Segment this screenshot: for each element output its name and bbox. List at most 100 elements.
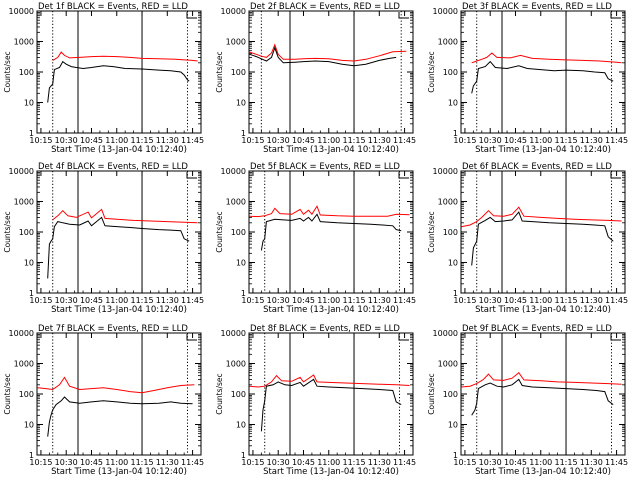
x-tick-label: 10:30 bbox=[55, 296, 78, 305]
y-tick-label: 100 bbox=[19, 228, 34, 237]
y-tick-label: 100 bbox=[231, 390, 246, 399]
y-tick-label: 1 bbox=[453, 451, 458, 460]
y-tick-label: 10 bbox=[448, 99, 458, 108]
y-tick-label: 1000 bbox=[14, 198, 34, 207]
x-tick-label: 11:45 bbox=[181, 136, 204, 145]
plot-frame bbox=[36, 10, 202, 134]
x-tick-label: 10:30 bbox=[267, 458, 290, 467]
y-tick-label: 1000 bbox=[226, 360, 246, 369]
corner-bracket-icon bbox=[398, 334, 409, 341]
events-series-line bbox=[471, 60, 614, 94]
x-tick-label: 11:15 bbox=[342, 458, 365, 467]
y-tick-label: 1000 bbox=[14, 38, 34, 47]
panel-title: Det 5f BLACK = Events, RED = LLD bbox=[250, 162, 400, 172]
y-tick-label: 10000 bbox=[433, 329, 458, 338]
y-tick-label: 10000 bbox=[221, 167, 246, 176]
plot-frame bbox=[460, 10, 626, 134]
corner-bracket-icon bbox=[398, 12, 409, 19]
x-axis-label: Start Time (13-Jan-04 10:12:40) bbox=[475, 305, 611, 315]
panel-title: Det 1f BLACK = Events, RED = LLD bbox=[38, 2, 188, 12]
y-tick-label: 1 bbox=[453, 289, 458, 298]
x-tick-label: 11:45 bbox=[605, 136, 628, 145]
x-tick-label: 10:30 bbox=[479, 136, 502, 145]
lld-series-line bbox=[461, 206, 622, 228]
x-tick-label: 11:15 bbox=[130, 458, 153, 467]
x-tick-label: 10:30 bbox=[55, 136, 78, 145]
y-tick-label: 1 bbox=[453, 129, 458, 138]
lld-series-line bbox=[471, 52, 622, 64]
lld-series-line bbox=[52, 208, 198, 224]
detector-panel-3: Det 3f BLACK = Events, RED = LLD Counts/s… bbox=[427, 2, 628, 155]
detector-panel-5: Det 5f BLACK = Events, RED = LLD Counts/s… bbox=[215, 162, 416, 315]
detector-panel-9: Det 9f BLACK = Events, RED = LLD Counts/s… bbox=[427, 324, 628, 477]
x-tick-label: 10:45 bbox=[504, 296, 527, 305]
y-axis-label: Counts/sec bbox=[427, 211, 436, 252]
x-tick-label: 10:15 bbox=[241, 136, 264, 145]
y-tick-label: 100 bbox=[443, 228, 458, 237]
x-tick-label: 11:45 bbox=[605, 296, 628, 305]
y-tick-label: 10 bbox=[24, 421, 34, 430]
events-series-line bbox=[47, 396, 193, 437]
panel-title: Det 6f BLACK = Events, RED = LLD bbox=[462, 162, 612, 172]
x-tick-label: 10:45 bbox=[80, 296, 103, 305]
x-tick-label: 10:30 bbox=[267, 296, 290, 305]
events-series-line bbox=[47, 60, 190, 103]
y-tick-label: 10 bbox=[24, 259, 34, 268]
x-tick-label: 11:45 bbox=[393, 296, 416, 305]
plot-frame bbox=[248, 10, 414, 134]
lld-series-line bbox=[461, 371, 622, 388]
x-tick-label: 10:15 bbox=[453, 296, 476, 305]
plot-frame bbox=[36, 170, 202, 294]
events-series-line bbox=[471, 378, 614, 416]
y-tick-label: 100 bbox=[19, 68, 34, 77]
y-axis-label: Counts/sec bbox=[427, 373, 436, 414]
y-tick-label: 1 bbox=[29, 129, 34, 138]
detector-panel-2: Det 2f BLACK = Events, RED = LLD Counts/s… bbox=[215, 2, 416, 155]
x-tick-label: 11:00 bbox=[317, 136, 340, 145]
y-tick-label: 10000 bbox=[221, 7, 246, 16]
detector-panel-1: Det 1f BLACK = Events, RED = LLD Counts/s… bbox=[3, 2, 204, 155]
x-tick-label: 11:00 bbox=[105, 136, 128, 145]
x-tick-label: 10:45 bbox=[80, 136, 103, 145]
y-tick-label: 1 bbox=[241, 129, 246, 138]
y-tick-label: 1 bbox=[241, 289, 246, 298]
events-series-line bbox=[471, 211, 614, 266]
panel-title: Det 9f BLACK = Events, RED = LLD bbox=[462, 324, 612, 334]
y-tick-label: 1 bbox=[29, 289, 34, 298]
corner-bracket-icon bbox=[610, 334, 621, 341]
x-tick-label: 10:15 bbox=[29, 296, 52, 305]
y-tick-label: 10000 bbox=[9, 167, 34, 176]
x-tick-label: 10:45 bbox=[504, 136, 527, 145]
y-tick-label: 10 bbox=[24, 99, 34, 108]
lld-series-line bbox=[249, 374, 410, 388]
x-tick-label: 11:15 bbox=[342, 136, 365, 145]
y-tick-label: 10000 bbox=[433, 167, 458, 176]
y-tick-label: 1000 bbox=[438, 198, 458, 207]
x-tick-label: 11:00 bbox=[105, 458, 128, 467]
x-tick-label: 10:45 bbox=[80, 458, 103, 467]
x-axis-label: Start Time (13-Jan-04 10:12:40) bbox=[51, 467, 187, 477]
x-tick-label: 11:30 bbox=[368, 296, 391, 305]
panel-title: Det 3f BLACK = Events, RED = LLD bbox=[462, 2, 612, 12]
y-tick-label: 10000 bbox=[9, 329, 34, 338]
corner-bracket-icon bbox=[186, 172, 197, 179]
corner-bracket-icon bbox=[610, 12, 621, 19]
x-tick-label: 10:15 bbox=[241, 458, 264, 467]
detector-panel-6: Det 6f BLACK = Events, RED = LLD Counts/s… bbox=[427, 162, 628, 315]
x-tick-label: 11:45 bbox=[181, 458, 204, 467]
x-tick-label: 10:15 bbox=[241, 296, 264, 305]
y-tick-label: 10000 bbox=[433, 7, 458, 16]
plot-frame bbox=[460, 332, 626, 456]
panel-title: Det 7f BLACK = Events, RED = LLD bbox=[38, 324, 188, 334]
plot-frame bbox=[36, 332, 202, 456]
plot-frame bbox=[460, 170, 626, 294]
plot-frame bbox=[248, 170, 414, 294]
lld-series-line bbox=[52, 51, 198, 62]
x-tick-label: 10:30 bbox=[267, 136, 290, 145]
events-series-line bbox=[260, 213, 402, 251]
y-tick-label: 1000 bbox=[226, 38, 246, 47]
detector-panel-7: Det 7f BLACK = Events, RED = LLD Counts/s… bbox=[3, 324, 204, 477]
x-tick-label: 10:15 bbox=[453, 136, 476, 145]
x-tick-label: 10:45 bbox=[292, 296, 315, 305]
